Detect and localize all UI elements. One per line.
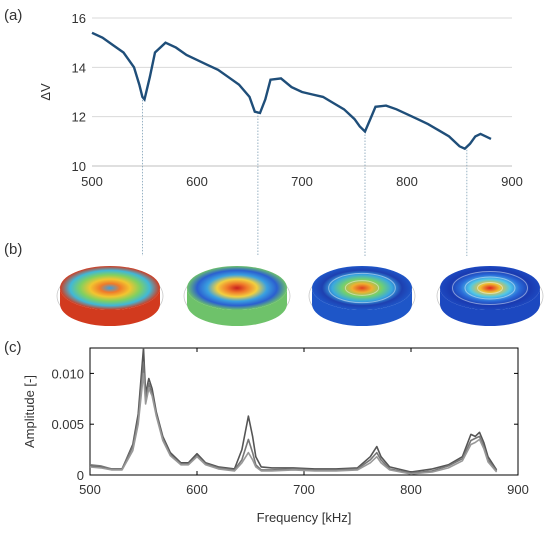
chart-a-x-tick-labels: 500 600 700 800 900 xyxy=(81,174,523,189)
chart-c-y-axis-label: Amplitude [-] xyxy=(22,375,37,448)
chart-c-tick-marks xyxy=(89,348,519,476)
panel-label-b: (b) xyxy=(4,241,22,258)
chart-c-x-axis-label: Frequency [kHz] xyxy=(257,510,352,525)
mode-side xyxy=(60,288,160,326)
mode-side xyxy=(187,288,287,326)
chart-c-y-tick-label: 0.010 xyxy=(51,366,84,381)
chart-c-frame xyxy=(89,347,519,476)
panel-label-a: (a) xyxy=(4,7,22,24)
chart-c-x-tick-label: 500 xyxy=(79,482,101,497)
mode-shape-1 xyxy=(56,266,164,326)
chart-c-x-tick-label: 900 xyxy=(507,482,529,497)
chart-c-series-line xyxy=(89,372,498,475)
chart-a-gridlines xyxy=(92,17,512,167)
chart-c-x-tick-labels: 500 600 700 800 900 xyxy=(79,482,529,497)
chart-c-y-tick-labels: 0 0.005 0.010 xyxy=(51,366,84,483)
mode-ring xyxy=(328,272,396,304)
mode-shape-4 xyxy=(436,266,544,326)
mode-top xyxy=(312,266,412,310)
chart-a-x-tick-label: 600 xyxy=(186,174,208,189)
mode-ring xyxy=(452,271,528,305)
chart-c-x-tick-label: 700 xyxy=(293,482,315,497)
chart-a-y-tick-label: 12 xyxy=(72,110,86,125)
chart-a-y-tick-label: 10 xyxy=(72,159,86,174)
chart-c-y-tick-label: 0.005 xyxy=(51,417,84,432)
mode-side xyxy=(440,288,540,326)
mode-shape-3 xyxy=(308,266,416,326)
mode-ring xyxy=(344,280,380,296)
chart-c-x-tick-label: 800 xyxy=(400,482,422,497)
chart-a: 10 12 14 16 500 600 700 800 900 ΔV xyxy=(38,11,523,256)
chart-a-x-tick-label: 700 xyxy=(291,174,313,189)
chart-a-y-tick-label: 16 xyxy=(72,11,86,26)
chart-a-series-line xyxy=(91,31,492,151)
mode-top xyxy=(187,266,287,310)
chart-a-y-axis-label: ΔV xyxy=(38,83,53,101)
mode-top xyxy=(440,266,540,310)
chart-c-series-line xyxy=(89,362,498,474)
panel-label-c: (c) xyxy=(4,339,22,356)
chart-a-x-tick-label: 800 xyxy=(396,174,418,189)
mode-ring xyxy=(477,282,503,294)
chart-a-guide-lines xyxy=(141,96,468,256)
mode-shape-images xyxy=(56,266,544,326)
chart-a-y-tick-labels: 10 12 14 16 xyxy=(72,11,86,174)
mode-ring xyxy=(464,276,516,300)
mode-top xyxy=(60,266,160,310)
chart-c-series-lines xyxy=(89,347,498,475)
mode-side xyxy=(312,288,412,326)
chart-c-series-line xyxy=(89,347,498,473)
chart-a-x-tick-label: 900 xyxy=(501,174,523,189)
mode-shape-2 xyxy=(183,266,291,326)
chart-a-x-tick-label: 500 xyxy=(81,174,103,189)
chart-c-y-tick-label: 0 xyxy=(77,468,84,483)
chart-c-x-tick-label: 600 xyxy=(186,482,208,497)
chart-a-y-tick-label: 14 xyxy=(72,60,86,75)
chart-c: 0 0.005 0.010 500 600 700 800 900 Amplitude [-… xyxy=(22,347,529,525)
